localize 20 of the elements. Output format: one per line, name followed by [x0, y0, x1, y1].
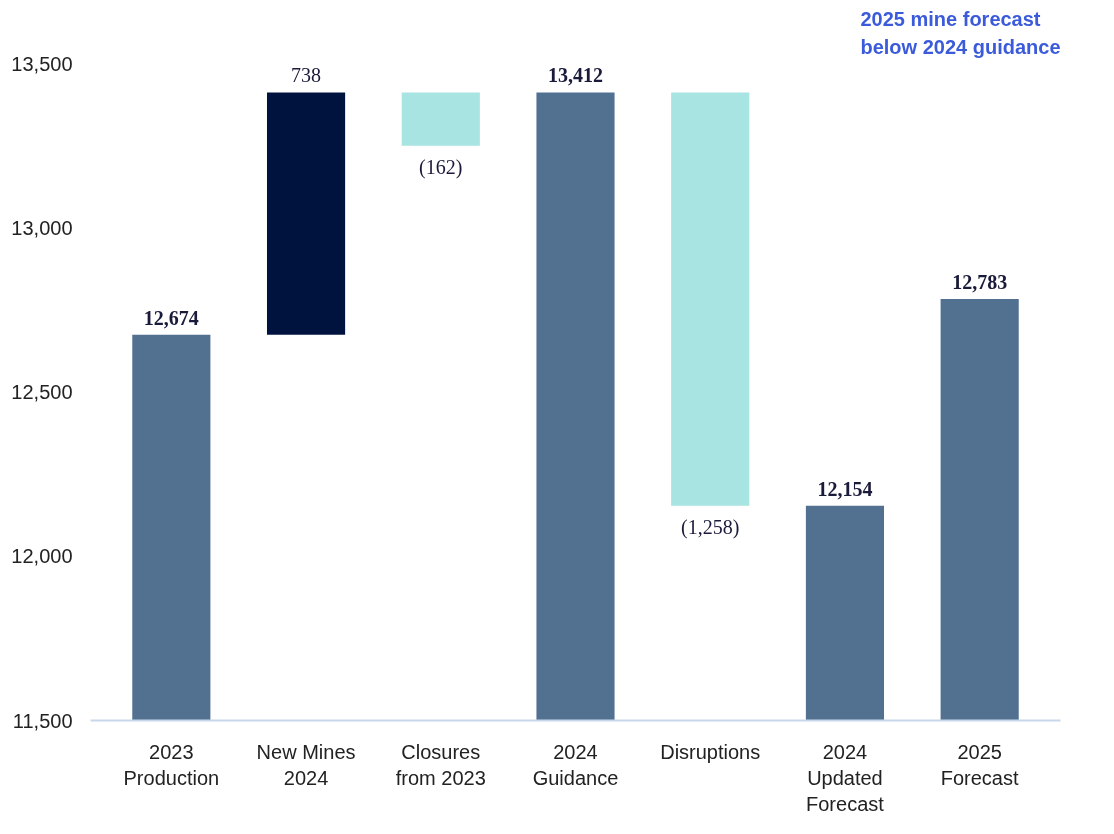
data-label: (162)	[419, 155, 463, 179]
y-tick-label: 11,500	[12, 709, 73, 732]
data-label: (1,258)	[681, 515, 740, 539]
data-label: 12,154	[817, 477, 873, 500]
y-tick-label: 12,000	[11, 545, 73, 568]
x-tick-label: 2024 Guidance	[532, 740, 619, 789]
x-tick-label: 2025 Forecast	[940, 740, 1020, 789]
data-label: 13,412	[548, 64, 603, 87]
x-tick-label: Disruptions	[660, 740, 761, 763]
x-tick-label: New Mines 2024	[256, 740, 356, 789]
y-tick-label: 12,500	[11, 381, 73, 403]
y-tick-label: 13,500	[11, 52, 73, 75]
x-tick-label: 2024 Updated Forecast	[806, 740, 885, 816]
data-label: 12,674	[143, 306, 199, 329]
x-tick-label: Closures from 2023	[395, 740, 486, 789]
y-tick-label: 13,000	[11, 216, 73, 239]
data-label: 738	[291, 64, 322, 87]
chart-title: 2025 mine forecast below 2024 guidance	[860, 7, 1061, 59]
data-label: 12,783	[952, 271, 1008, 294]
x-tick-label: 2023 Production	[123, 740, 220, 789]
